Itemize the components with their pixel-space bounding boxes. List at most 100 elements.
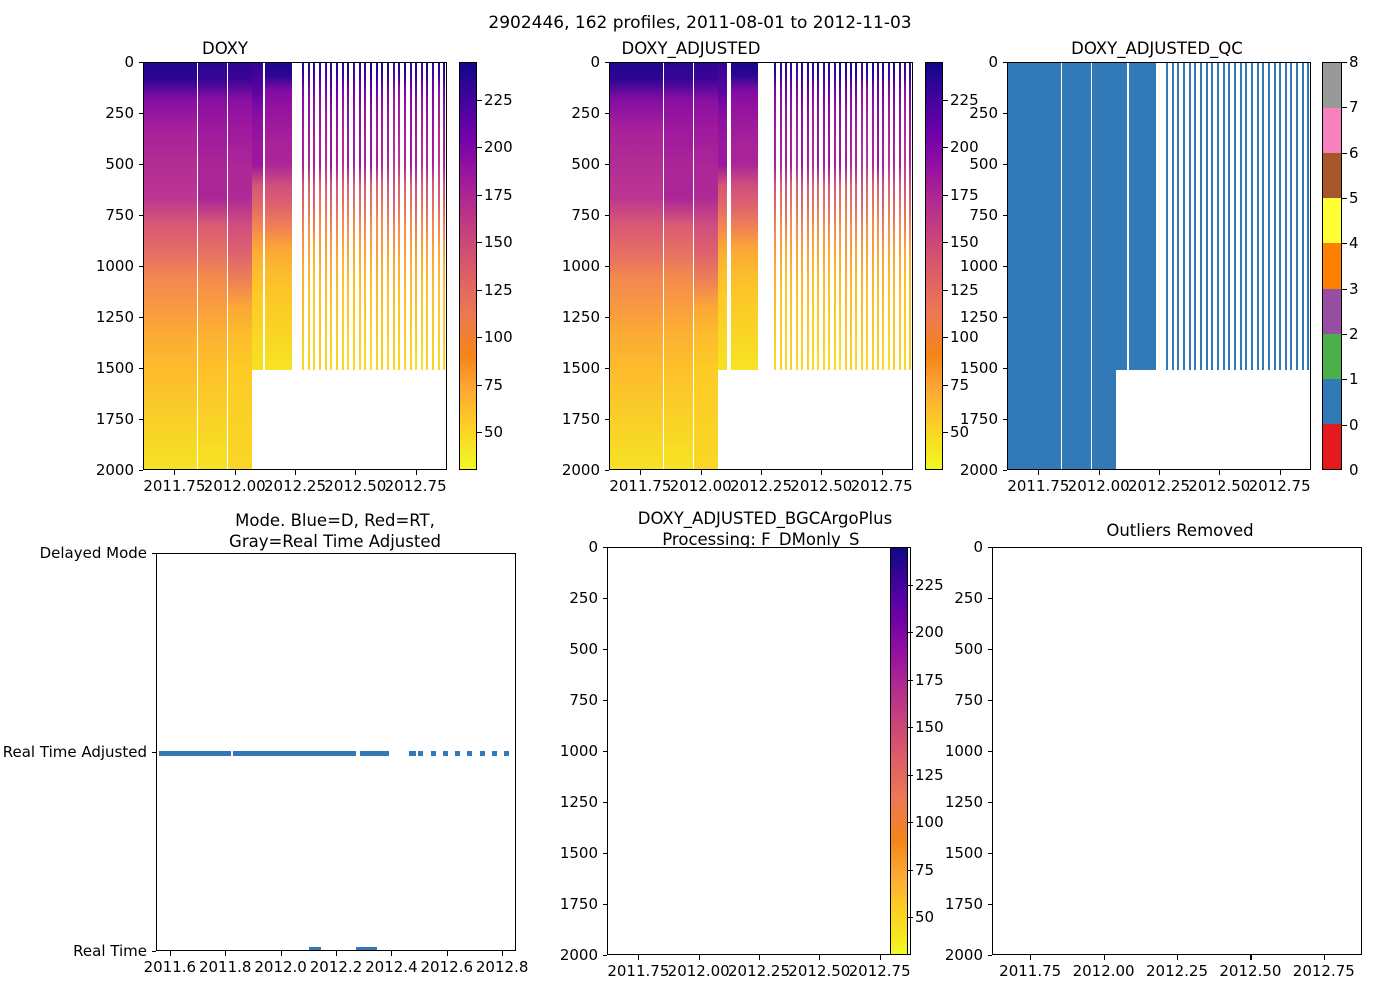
profile-column [336,63,338,370]
x-tick-label: 2012.25 [1145,962,1209,980]
panel-doxy: DOXY 0 250 500 750 1000 1250 1500 1750 2000 2011… [0,0,513,500]
colorbar-tick-mark [943,99,948,101]
profile-column [790,63,793,370]
y-tick-mark [987,955,992,957]
colorbar-tick-label: 200 [915,623,944,642]
colorbar-tick-mark [908,584,913,586]
x-tick-mark [881,470,883,475]
panel-doxy-title: DOXY [201,39,249,58]
mode-marker-run [309,947,321,950]
qc-profile-column [1239,63,1242,370]
panel-doxy-adjusted-colorbar[interactable] [925,62,943,470]
y-tick-label: 750 [969,206,998,224]
y-tick-label: 2000 [959,461,998,479]
panel-doxy-colorbar[interactable] [459,62,477,470]
qc-profile-column [1205,63,1208,370]
y-tick-mark [602,598,607,600]
y-tick-mark [987,649,992,651]
y-tick-mark [604,62,609,64]
y-tick-label: 1250 [561,308,600,326]
x-tick-mark [821,470,823,475]
profile-column [866,63,869,370]
panel-outliers-axes[interactable] [992,547,1362,955]
y-tick-mark [138,368,143,370]
profile-column [730,63,758,370]
qc-colorbar-segment [1323,198,1341,244]
y-tick-label: 500 [969,155,998,173]
qc-profile-column [1129,63,1157,370]
qc-profile-column [1200,63,1202,370]
y-tick-mark [987,598,992,600]
qc-colorbar-segment [1323,243,1341,289]
y-tick-label: 500 [105,155,134,173]
y-tick-label: 1500 [959,359,998,377]
y-tick-label: 250 [569,589,598,607]
colorbar-tick-mark [908,679,913,681]
profile-column [437,63,440,370]
x-tick-label: 2011.75 [609,477,672,495]
panel-qc-colorbar[interactable] [1322,62,1342,470]
x-tick-mark [1159,470,1161,475]
colorbar-tick-label: 100 [915,813,944,832]
profile-column [839,63,842,370]
qc-colorbar-tick-mark [1342,243,1347,245]
colorbar-tick-mark [943,432,948,434]
x-tick-mark [355,470,357,475]
panel-bgcargoplus-axes[interactable] [607,547,911,955]
y-tick-mark [602,853,607,855]
profile-column [347,63,350,370]
y-tick-mark [987,853,992,855]
x-tick-mark [234,470,236,475]
x-tick-mark [295,470,297,475]
profile-column [386,63,389,370]
qc-profile-column [1116,63,1128,370]
profile-column [381,63,384,370]
profile-column [144,63,197,469]
y-tick-mark [987,700,992,702]
y-tick-mark [602,955,607,957]
panel-bgcargoplus-colorbar[interactable] [890,547,908,955]
y-tick-mark [1002,113,1007,115]
qc-colorbar-tick-label: 3 [1349,279,1359,298]
colorbar-tick-label: 175 [950,185,979,204]
mode-marker-run [409,750,417,756]
mode-y-tick-label: Delayed Mode [39,544,147,562]
x-tick-label: 2011.75 [607,962,670,980]
x-tick-mark [879,955,881,960]
y-tick-label: 1250 [959,308,998,326]
x-tick-label: 2012.6 [420,958,474,976]
panel-mode-axes[interactable] [156,553,516,951]
profile-column [784,63,787,370]
profile-column [806,63,809,370]
qc-profile-column [1194,63,1197,370]
panel-doxy-adjusted: DOXY_ADJUSTED 0 250 500 750 1000 1250 1500 1750… [466,0,979,500]
qc-profile-column [1284,63,1287,370]
profile-column [227,63,252,469]
colorbar-tick-mark [477,147,482,149]
colorbar-tick-mark [943,194,948,196]
profile-column [801,63,804,370]
profile-column [693,63,718,469]
panel-doxy-axes[interactable] [143,62,447,470]
x-tick-label: 2011.75 [1007,477,1070,495]
y-tick-mark [604,368,609,370]
qc-profile-column [1279,63,1282,370]
panel-doxy-adjusted-axes[interactable] [609,62,913,470]
profile-column [302,63,305,370]
x-tick-label: 2012.00 [1072,962,1135,980]
qc-colorbar-tick-label: 7 [1349,98,1359,117]
x-tick-label: 2012.25 [263,477,327,495]
qc-profile-column [1256,63,1259,370]
y-tick-mark [138,419,143,421]
y-tick-label: 1500 [559,844,598,862]
y-tick-label: 2000 [95,461,134,479]
y-tick-mark [604,419,609,421]
colorbar-tick-mark [943,337,948,339]
x-tick-label: 2012.25 [1127,477,1191,495]
qc-colorbar-segment [1323,153,1341,199]
profile-column [324,63,327,370]
panel-doxy-adjusted-qc-axes[interactable] [1007,62,1311,470]
x-tick-mark [1103,955,1105,960]
profile-column [817,63,820,370]
profile-column [420,63,423,370]
